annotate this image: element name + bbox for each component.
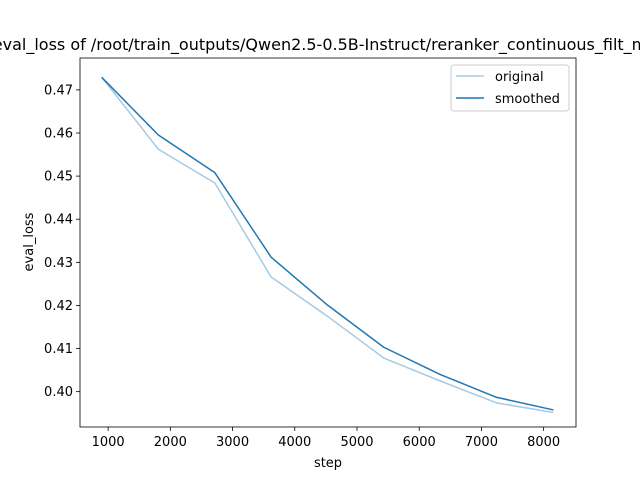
- legend-label-smoothed: smoothed: [495, 92, 560, 107]
- series-line-original: [101, 76, 554, 414]
- y-tick-label: 0.43: [44, 256, 73, 271]
- legend: original smoothed: [450, 64, 570, 112]
- y-tick-label: 0.42: [44, 299, 73, 314]
- x-tick-label: 2000: [154, 435, 187, 450]
- series-line-smoothed: [101, 76, 554, 411]
- x-tick-label: 4000: [278, 435, 311, 450]
- y-tick-label: 0.40: [44, 385, 73, 400]
- x-tick-label: 7000: [465, 435, 498, 450]
- x-axis-label: step: [314, 456, 342, 471]
- y-tick-label: 0.44: [44, 213, 73, 228]
- x-tick-label: 5000: [340, 435, 373, 450]
- y-tick-label: 0.45: [44, 170, 73, 185]
- y-tick-label: 0.47: [44, 83, 73, 98]
- plot-area: [101, 76, 554, 414]
- chart-title: eval_loss of /root/train_outputs/Qwen2.5…: [0, 35, 640, 55]
- x-tick-label: 6000: [403, 435, 436, 450]
- x-tick-label: 8000: [527, 435, 560, 450]
- y-axis-label: eval_loss: [22, 212, 37, 271]
- x-axis: 1000 2000 3000 4000 5000 6000 7000 8000: [92, 427, 560, 450]
- x-tick-label: 1000: [92, 435, 125, 450]
- y-tick-label: 0.41: [44, 342, 73, 357]
- plot-frame: [79, 57, 577, 428]
- x-tick-label: 3000: [216, 435, 249, 450]
- y-tick-label: 0.46: [44, 127, 73, 142]
- y-axis: 0.40 0.41 0.42 0.43 0.44 0.45 0.46 0.47: [44, 83, 80, 400]
- legend-label-original: original: [495, 70, 544, 85]
